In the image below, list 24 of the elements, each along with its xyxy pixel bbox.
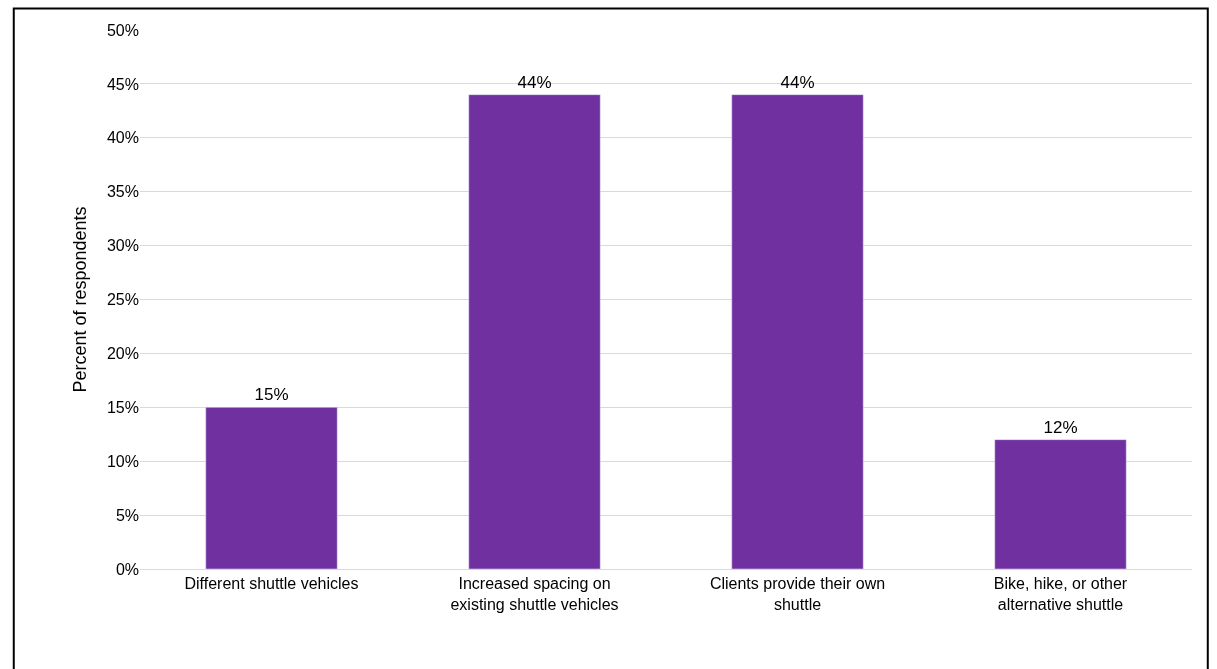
y-tick-label: 40% (106, 129, 139, 147)
x-tick-label: Different shuttle vehicles (184, 575, 359, 593)
x-tick-label: Clients provide their own shuttle (709, 575, 886, 613)
bar (205, 407, 338, 569)
y-tick-label: 5% (115, 506, 139, 524)
data-label: 15% (254, 385, 289, 405)
data-label: 12% (1043, 417, 1078, 437)
y-tick-label: 45% (106, 75, 139, 93)
y-tick-label: 10% (106, 452, 139, 470)
y-tick-label: 30% (106, 237, 139, 255)
data-label: 44% (780, 72, 815, 92)
bar (468, 94, 601, 569)
y-tick-label: 35% (106, 183, 139, 201)
bar (994, 439, 1127, 569)
bar (731, 94, 864, 569)
y-tick-label: 50% (106, 21, 139, 39)
x-tick-label: Increased spacing on existing shuttle vehicles (450, 575, 619, 613)
y-tick-label: 20% (106, 345, 139, 362)
x-tick-label: Bike, hike, or other alternative shuttle (993, 575, 1128, 613)
y-tick-label: 25% (106, 291, 139, 309)
data-label: 44% (517, 72, 552, 92)
y-axis-title: Percent of respondents (70, 206, 91, 393)
y-tick-label: 0% (115, 560, 139, 578)
y-tick-label: 15% (106, 398, 139, 416)
